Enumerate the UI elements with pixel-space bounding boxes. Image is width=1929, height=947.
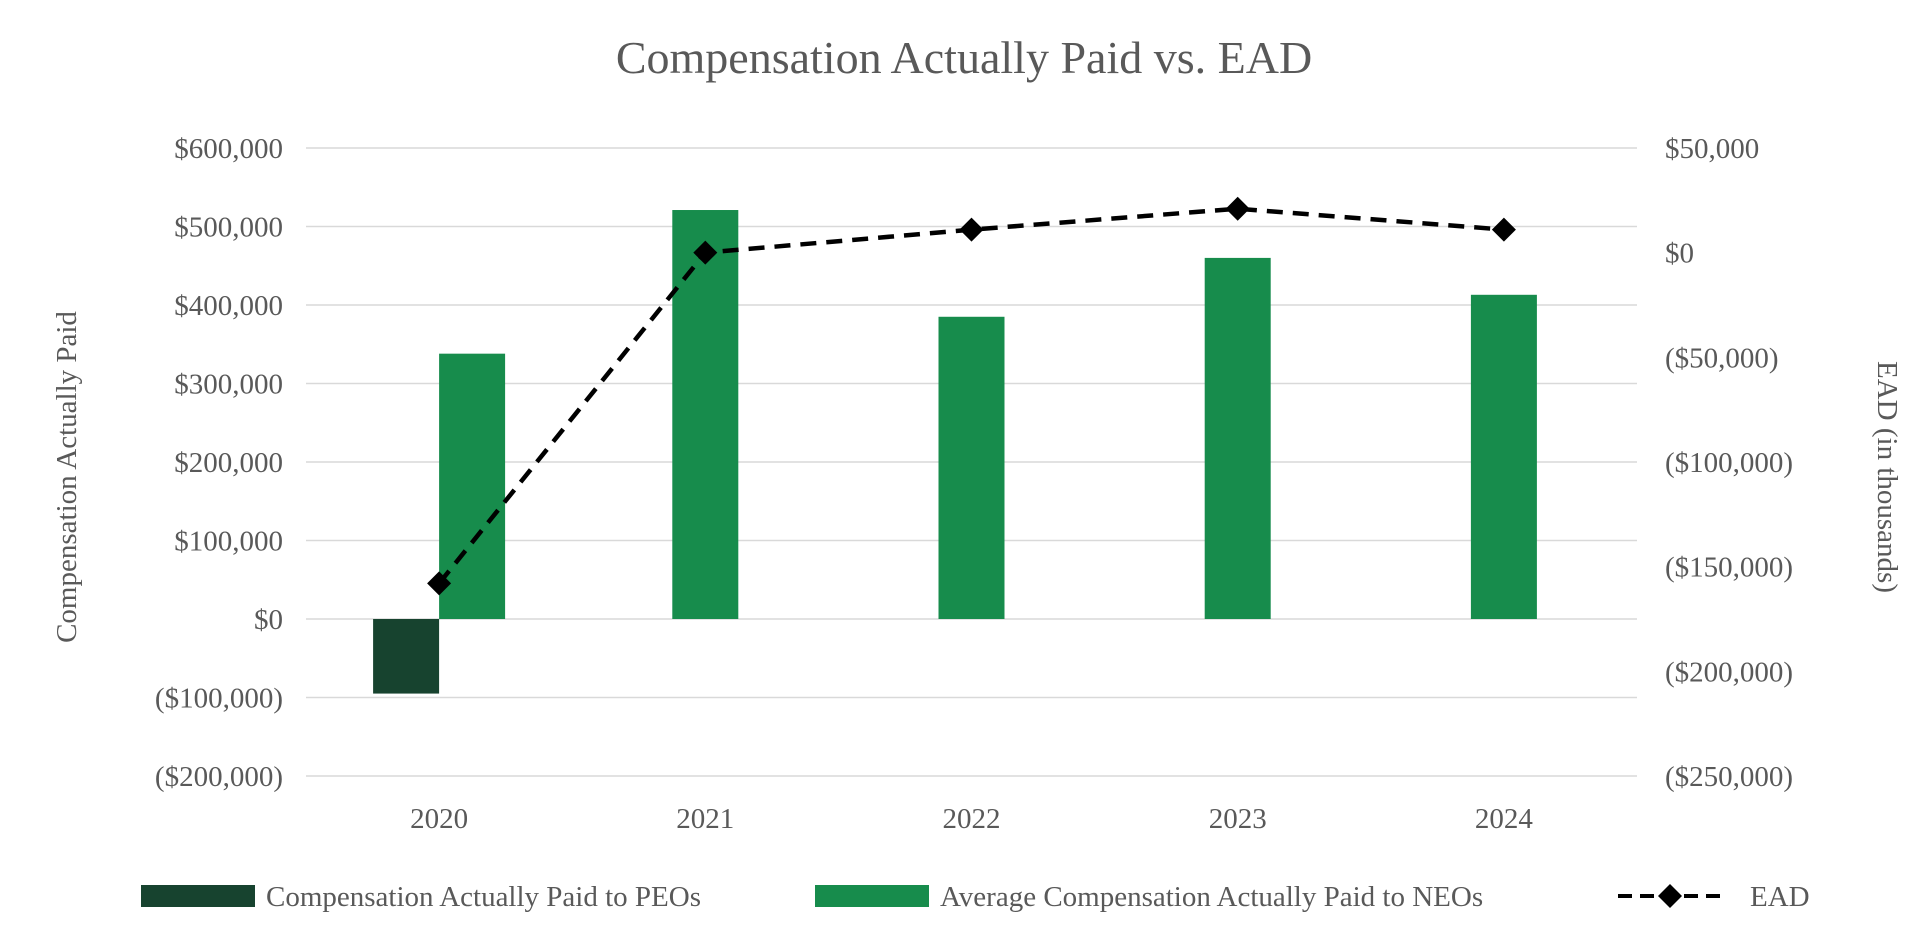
legend-item-neo: Average Compensation Actually Paid to NE…	[815, 881, 1483, 913]
x-tick-label: 2021	[676, 803, 734, 835]
right-tick-label: ($250,000)	[1665, 761, 1793, 793]
left-axis-ticks: $600,000 $500,000 $400,000 $300,000 $200,000…	[155, 133, 283, 793]
y-axis-title: Compensation Actually Paid	[51, 311, 83, 643]
bar-neo-2023	[1204, 257, 1271, 619]
left-tick-label: ($100,000)	[155, 683, 283, 715]
legend: Compensation Actually Paid to PEOs Avera…	[141, 881, 1810, 913]
legend-item-ead: EAD	[1618, 881, 1810, 913]
chart-title: Compensation Actually Paid vs. EAD	[616, 32, 1312, 83]
x-tick-label: 2022	[943, 803, 1001, 835]
bar-neo-2021	[672, 210, 739, 619]
right-tick-label: ($50,000)	[1665, 342, 1779, 374]
x-axis-ticks: 2020 2021 2022 2023 2024	[410, 803, 1533, 835]
right-axis-ticks: $50,000 $0 ($50,000) ($100,000) ($150,000) ($…	[1665, 133, 1793, 793]
bar-peo-2020	[373, 619, 440, 694]
legend-item-peo: Compensation Actually Paid to PEOs	[141, 881, 701, 913]
left-tick-label: ($200,000)	[155, 761, 283, 793]
ead-point-2024	[1491, 217, 1516, 242]
left-tick-label: $600,000	[174, 133, 283, 165]
ead-point-2023	[1225, 196, 1250, 221]
legend-marker-ead	[1658, 884, 1682, 908]
ead-line-layer	[427, 196, 1516, 596]
x-tick-label: 2020	[410, 803, 468, 835]
bars	[373, 210, 1537, 694]
right-tick-label: ($150,000)	[1665, 552, 1793, 584]
ead-point-2020	[427, 571, 452, 596]
left-tick-label: $200,000	[174, 447, 283, 479]
x-tick-label: 2024	[1475, 803, 1534, 835]
legend-label-ead: EAD	[1750, 881, 1810, 913]
bar-neo-2022	[938, 316, 1005, 619]
left-tick-label: $400,000	[174, 290, 283, 322]
left-tick-label: $300,000	[174, 369, 283, 401]
legend-label-neo: Average Compensation Actually Paid to NE…	[940, 881, 1483, 913]
y2-axis-title: EAD (in thousands)	[1871, 361, 1903, 593]
bar-neo-2020	[439, 353, 506, 619]
legend-swatch-peo	[141, 885, 255, 907]
left-tick-label: $100,000	[174, 526, 283, 558]
right-tick-label: $50,000	[1665, 133, 1759, 165]
right-tick-label: ($200,000)	[1665, 656, 1793, 688]
right-tick-label: $0	[1665, 238, 1694, 270]
x-tick-label: 2023	[1209, 803, 1267, 835]
legend-label-peo: Compensation Actually Paid to PEOs	[266, 881, 701, 913]
left-tick-label: $0	[254, 604, 283, 636]
right-tick-label: ($100,000)	[1665, 447, 1793, 479]
left-tick-label: $500,000	[174, 212, 283, 244]
bar-neo-2024	[1470, 294, 1537, 619]
ead-point-2022	[959, 217, 984, 242]
ead-point-2021	[693, 240, 718, 265]
legend-swatch-neo	[815, 885, 929, 907]
